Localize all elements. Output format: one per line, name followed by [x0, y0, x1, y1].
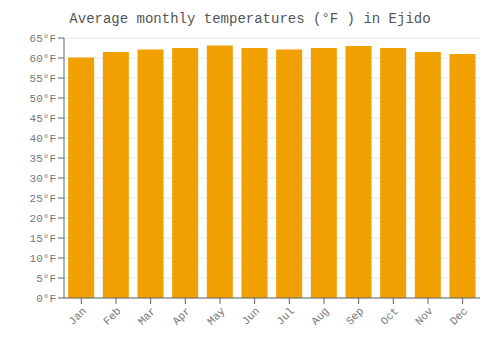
- svg-text:50°F: 50°F: [30, 93, 56, 105]
- svg-text:Apr: Apr: [170, 305, 192, 327]
- svg-text:60°F: 60°F: [30, 53, 56, 65]
- svg-text:45°F: 45°F: [30, 113, 56, 125]
- svg-text:65°F: 65°F: [30, 33, 56, 45]
- svg-text:Mar: Mar: [136, 305, 158, 327]
- svg-text:20°F: 20°F: [30, 213, 56, 225]
- svg-text:25°F: 25°F: [30, 193, 56, 205]
- svg-text:Nov: Nov: [413, 305, 436, 328]
- svg-text:35°F: 35°F: [30, 153, 56, 165]
- svg-text:15°F: 15°F: [30, 233, 56, 245]
- svg-text:0°F: 0°F: [36, 293, 56, 305]
- svg-text:May: May: [205, 305, 228, 328]
- svg-text:Feb: Feb: [101, 305, 123, 327]
- svg-text:10°F: 10°F: [30, 253, 56, 265]
- svg-text:Jan: Jan: [66, 305, 88, 327]
- svg-text:Jun: Jun: [240, 305, 262, 327]
- svg-text:Oct: Oct: [378, 305, 400, 327]
- svg-text:40°F: 40°F: [30, 133, 56, 145]
- svg-text:30°F: 30°F: [30, 173, 56, 185]
- svg-text:55°F: 55°F: [30, 73, 56, 85]
- svg-text:5°F: 5°F: [36, 273, 56, 285]
- html-text:Average monthly temperatures (: Average monthly temperatures (°F ) in Ej…: [69, 11, 431, 27]
- svg-text:Sep: Sep: [344, 305, 366, 327]
- svg-text:Aug: Aug: [309, 305, 331, 327]
- svg-text:Jul: Jul: [274, 305, 296, 327]
- svg-text:Dec: Dec: [448, 305, 470, 327]
